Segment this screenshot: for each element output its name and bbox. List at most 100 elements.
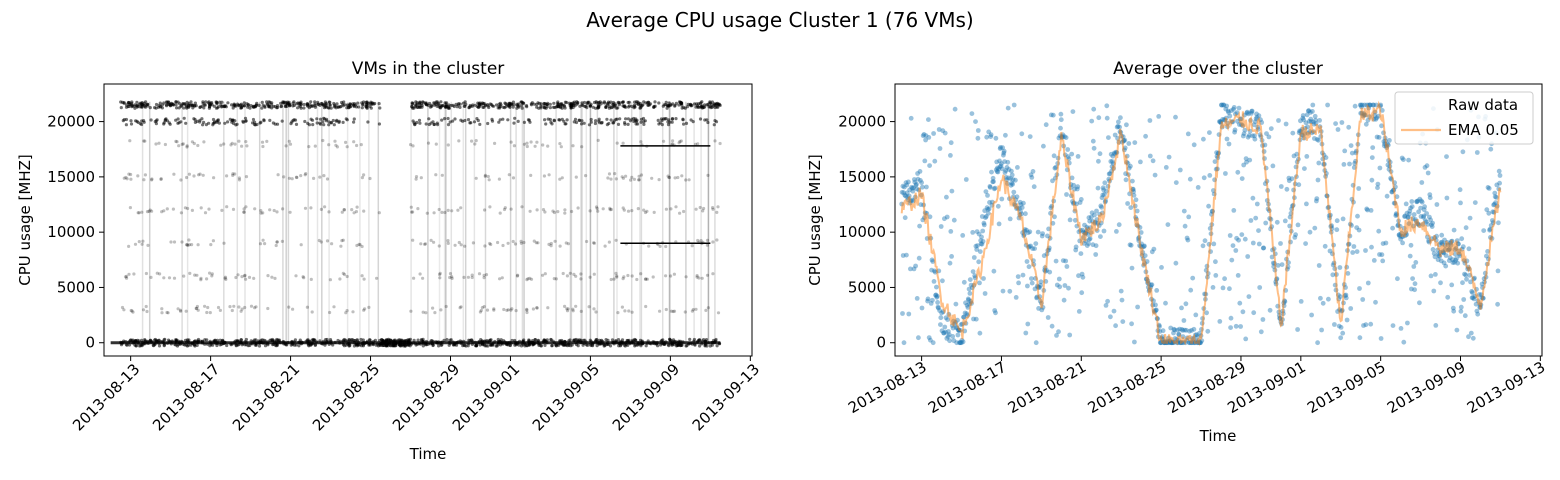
left-data-point bbox=[302, 106, 306, 110]
left-data-point bbox=[559, 105, 563, 110]
raw-data-point bbox=[1112, 132, 1118, 138]
left-data-point bbox=[699, 101, 703, 105]
left-data-point bbox=[160, 311, 164, 315]
raw-data-point bbox=[1418, 214, 1424, 219]
raw-data-point bbox=[1432, 254, 1438, 260]
left-data-point bbox=[150, 178, 154, 182]
raw-data-point bbox=[1374, 134, 1380, 140]
raw-data-point bbox=[942, 216, 947, 222]
left-data-point bbox=[592, 307, 596, 311]
left-data-point bbox=[210, 101, 214, 105]
left-data-point bbox=[348, 105, 352, 109]
left-data-point bbox=[469, 338, 473, 342]
raw-data-point bbox=[1089, 118, 1095, 124]
raw-data-point bbox=[1007, 216, 1013, 222]
left-data-point bbox=[587, 305, 591, 309]
left-data-point bbox=[549, 244, 553, 248]
raw-data-point bbox=[1369, 155, 1375, 161]
raw-data-point bbox=[1182, 327, 1188, 333]
left-data-point bbox=[455, 105, 459, 109]
raw-data-point bbox=[1005, 105, 1011, 111]
left-data-point bbox=[582, 121, 586, 125]
left-data-point bbox=[558, 142, 562, 146]
left-data-point bbox=[345, 118, 349, 122]
left-data-point bbox=[466, 275, 470, 279]
raw-data-point bbox=[1497, 173, 1503, 178]
left-data-point bbox=[498, 118, 502, 122]
left-data-point bbox=[500, 276, 504, 280]
raw-data-point bbox=[1129, 321, 1134, 327]
left-data-point bbox=[230, 308, 234, 313]
left-data-point bbox=[158, 272, 162, 276]
left-data-point bbox=[571, 307, 575, 311]
left-data-point bbox=[468, 105, 472, 109]
left-data-point bbox=[490, 104, 494, 108]
left-data-point bbox=[337, 120, 341, 124]
left-data-point bbox=[301, 275, 305, 279]
raw-data-point bbox=[1246, 133, 1252, 138]
raw-data-point bbox=[1040, 231, 1045, 237]
raw-data-point bbox=[1369, 244, 1374, 250]
left-data-point bbox=[199, 206, 203, 210]
left-data-point bbox=[166, 311, 170, 315]
left-data-point bbox=[509, 140, 513, 144]
raw-data-point bbox=[963, 300, 968, 306]
raw-data-point bbox=[1102, 192, 1107, 197]
raw-data-point bbox=[1455, 260, 1461, 266]
raw-data-point bbox=[1414, 199, 1420, 205]
left-data-point bbox=[635, 118, 639, 122]
left-data-point bbox=[604, 338, 608, 342]
left-data-point bbox=[231, 173, 235, 177]
raw-data-point bbox=[1297, 128, 1302, 134]
left-data-point bbox=[251, 117, 256, 122]
raw-data-point bbox=[1229, 108, 1234, 113]
raw-data-point bbox=[977, 249, 983, 255]
left-data-point bbox=[620, 175, 624, 179]
left-data-point bbox=[653, 100, 657, 104]
left-data-point bbox=[419, 242, 423, 246]
left-data-point bbox=[312, 176, 316, 180]
left-data-point bbox=[210, 274, 214, 278]
left-data-point bbox=[439, 343, 443, 347]
raw-data-point bbox=[1468, 330, 1474, 336]
raw-data-point bbox=[1001, 152, 1006, 158]
left-data-point bbox=[201, 100, 205, 104]
left-data-point bbox=[574, 304, 578, 308]
left-data-point bbox=[549, 338, 553, 342]
left-data-point bbox=[673, 176, 677, 180]
left-data-point bbox=[643, 210, 648, 215]
left-data-point bbox=[615, 275, 619, 279]
left-data-point bbox=[352, 104, 356, 109]
raw-data-point bbox=[1376, 228, 1382, 234]
raw-data-point bbox=[1072, 217, 1078, 223]
left-data-point bbox=[148, 208, 152, 212]
raw-data-point bbox=[1425, 170, 1431, 176]
left-data-point bbox=[526, 277, 530, 281]
raw-data-point bbox=[1351, 244, 1357, 249]
left-data-point bbox=[598, 121, 602, 125]
left-data-point bbox=[243, 116, 248, 120]
left-data-point bbox=[568, 338, 572, 342]
raw-data-point bbox=[1236, 105, 1242, 111]
left-data-point bbox=[642, 120, 646, 124]
raw-data-point bbox=[925, 296, 931, 302]
raw-data-point bbox=[983, 214, 989, 219]
left-data-point bbox=[573, 117, 578, 121]
left-data-point bbox=[189, 100, 193, 104]
raw-data-point bbox=[1250, 133, 1255, 139]
left-data-point bbox=[496, 240, 500, 245]
left-data-point bbox=[409, 205, 413, 209]
raw-data-point bbox=[1214, 150, 1219, 156]
left-data-point bbox=[438, 276, 442, 280]
left-data-point bbox=[563, 106, 567, 110]
raw-data-point bbox=[1024, 227, 1029, 233]
left-data-point bbox=[636, 207, 640, 211]
left-data-point bbox=[514, 309, 518, 313]
raw-data-point bbox=[1243, 156, 1249, 162]
left-data-point bbox=[220, 100, 224, 104]
left-data-point bbox=[551, 105, 556, 109]
raw-data-point bbox=[1373, 299, 1378, 305]
left-data-point bbox=[571, 144, 575, 148]
left-data-point bbox=[711, 207, 715, 211]
raw-data-point bbox=[1039, 233, 1045, 239]
